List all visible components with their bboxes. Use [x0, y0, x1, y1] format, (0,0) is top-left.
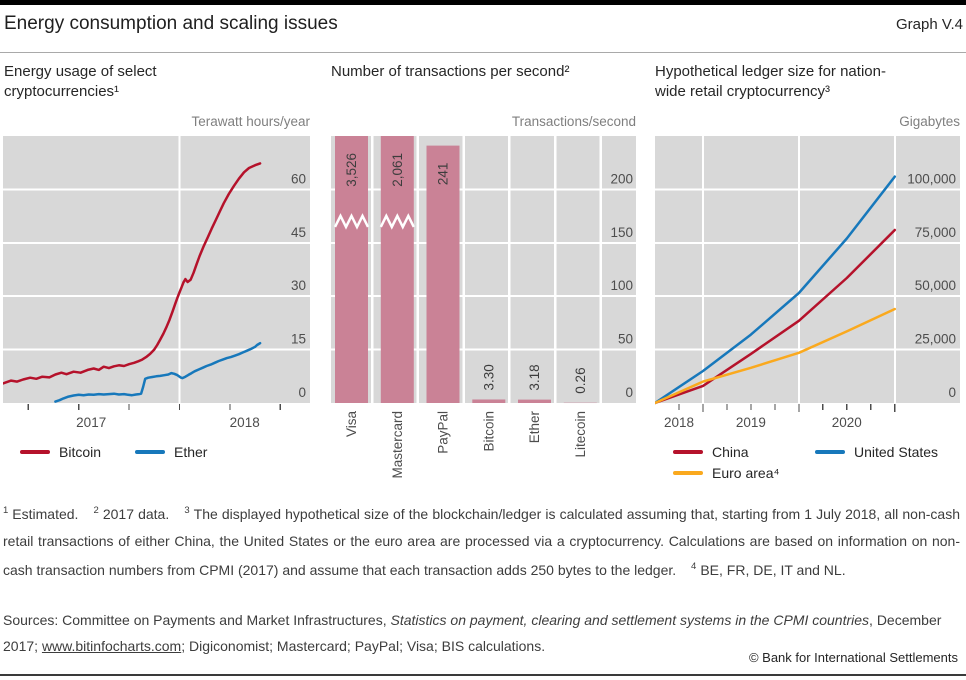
china-line-swatch [673, 450, 703, 454]
svg-text:150: 150 [610, 225, 633, 240]
panel-title-ledger: Hypothetical ledger size for nation-wide… [655, 63, 886, 100]
svg-text:Bitcoin: Bitcoin [481, 411, 496, 452]
united-states-line-swatch [815, 450, 845, 454]
svg-text:45: 45 [291, 225, 306, 240]
svg-text:60: 60 [291, 171, 306, 186]
ledger-chart-plot: 0 25,000 50,000 75,000 100,000 2018 2019 2020 [655, 136, 960, 436]
ledger-chart: 0 25,000 50,000 75,000 100,000 2018 2019 2020 [655, 136, 960, 430]
legend-label-united-states: United States [854, 444, 939, 460]
svg-text:3.30: 3.30 [481, 364, 496, 390]
panel-title-energy: Energy usage of select cryptocurrencies¹ [4, 63, 157, 100]
svg-text:2,061: 2,061 [390, 153, 405, 187]
legend-item-bitcoin: Bitcoin [20, 444, 101, 460]
svg-text:2020: 2020 [832, 415, 862, 430]
svg-text:0: 0 [298, 385, 306, 400]
svg-text:PayPal: PayPal [436, 411, 451, 454]
svg-text:200: 200 [610, 171, 633, 186]
page-title: Energy consumption and scaling issues [4, 13, 338, 34]
legend-label-ether: Ether [174, 444, 208, 460]
panel-title-transactions: Number of transactions per second² [331, 63, 570, 80]
svg-text:2018: 2018 [230, 415, 260, 430]
svg-text:3.18: 3.18 [527, 364, 542, 390]
y-axis-unit-transactions: Transactions/second [511, 114, 636, 129]
sources-line: Sources: Committee on Payments and Marke… [3, 612, 942, 654]
energy-chart: 0 15 30 45 60 2017 2018 [3, 136, 310, 430]
svg-text:75,000: 75,000 [915, 225, 956, 240]
svg-text:0.26: 0.26 [573, 367, 588, 393]
svg-text:2019: 2019 [736, 415, 766, 430]
svg-text:0: 0 [625, 385, 633, 400]
euro-area-line-swatch [673, 471, 703, 475]
svg-text:Visa: Visa [344, 411, 359, 438]
svg-text:25,000: 25,000 [915, 332, 956, 347]
y-axis-unit-energy: Terawatt hours/year [191, 114, 310, 129]
y-axis-unit-ledger: Gigabytes [899, 114, 960, 129]
svg-text:2017: 2017 [76, 415, 106, 430]
svg-text:100: 100 [610, 278, 633, 293]
svg-text:0: 0 [948, 385, 956, 400]
energy-chart-plot: 0 15 30 45 60 2017 2018 [3, 136, 310, 436]
legend-item-ether: Ether [135, 444, 207, 460]
svg-text:Mastercard: Mastercard [390, 411, 405, 479]
svg-text:241: 241 [436, 163, 451, 186]
footnotes: 1 Estimated. 2 2017 data. 3 The displayed h… [3, 505, 960, 578]
svg-text:Litecoin: Litecoin [573, 411, 588, 458]
svg-text:15: 15 [291, 332, 306, 347]
svg-text:30: 30 [291, 278, 306, 293]
header-rule [0, 52, 966, 53]
header: Energy consumption and scaling issues Gr… [4, 13, 963, 35]
legend-label-china: China [712, 444, 749, 460]
legend-item-china: China [673, 444, 749, 460]
legend-item-euro-area: Euro area⁴ [673, 465, 780, 481]
transactions-chart: 3,526 Visa 2,061 Mastercard 241 PayPal 3.30 Bit… [331, 136, 636, 479]
transactions-chart-plot: 3,526 Visa 2,061 Mastercard 241 PayPal 3.30 Bit… [331, 136, 636, 488]
top-border-bar [0, 0, 966, 5]
legend-label-euro-area: Euro area⁴ [712, 465, 780, 481]
copyright-notice: © Bank for International Settlements [748, 650, 958, 665]
svg-text:50: 50 [618, 332, 633, 347]
svg-text:3,526: 3,526 [344, 153, 359, 187]
bottom-border-rule [0, 674, 966, 676]
svg-text:2018: 2018 [664, 415, 694, 430]
legend-item-united-states: United States [815, 444, 938, 460]
legend-label-bitcoin: Bitcoin [59, 444, 102, 460]
bitinfocharts-link[interactable]: www.bitinfocharts.com [41, 638, 182, 654]
svg-text:50,000: 50,000 [915, 278, 956, 293]
bitcoin-line-swatch [20, 450, 50, 454]
svg-text:Ether: Ether [527, 411, 542, 444]
graph-number-label: Graph V.4 [896, 16, 963, 33]
svg-text:100,000: 100,000 [907, 171, 956, 186]
ether-line-swatch [135, 450, 165, 454]
